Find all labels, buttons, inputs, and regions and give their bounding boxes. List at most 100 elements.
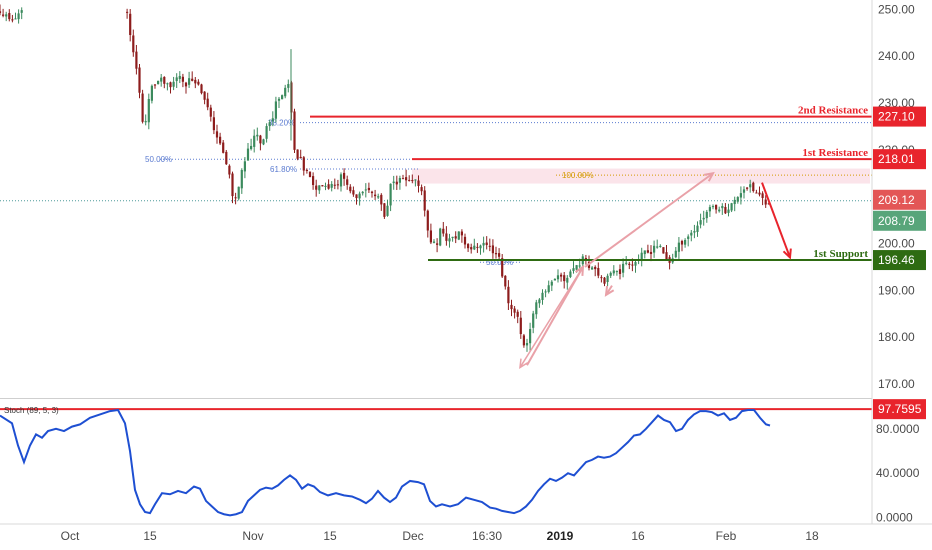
candle-body	[761, 193, 764, 198]
candle-body	[618, 269, 622, 274]
fib-retracement-zone	[412, 168, 870, 184]
candle-body	[367, 187, 370, 191]
candle-body	[281, 95, 284, 100]
candle-body	[659, 245, 662, 247]
candle-body	[739, 193, 742, 198]
x-tick-label: Oct	[61, 529, 80, 543]
candle-body	[246, 148, 250, 161]
fib-label: 100.00%	[562, 171, 594, 180]
candle-body	[460, 231, 463, 236]
candle-body	[423, 190, 426, 211]
price-tag-label: 97.7595	[878, 402, 922, 416]
candle-body	[525, 343, 529, 346]
horizontal-levels: 2nd Resistance 1st Resistance 1st Support	[310, 105, 872, 262]
candle-body	[150, 85, 153, 101]
candle-body	[175, 77, 178, 82]
x-tick-label: 15	[143, 529, 157, 543]
candle-body	[615, 271, 618, 273]
candle-body	[578, 265, 581, 267]
candle-body	[721, 206, 724, 209]
x-tick-label: Feb	[716, 529, 737, 543]
price-panel[interactable]: 38.20% 50.00% 61.80% 100.00% 50.00% 2nd Resi…	[0, 4, 872, 370]
candle-body	[476, 246, 479, 248]
candle-body	[727, 209, 730, 213]
x-axis-ticks: Oct 15 Nov 15 Dec 16:30 2019 16 Feb 18	[61, 529, 819, 543]
candle-body	[550, 281, 553, 286]
candle-body	[597, 268, 600, 276]
candle-body	[575, 265, 578, 270]
candle-body	[126, 11, 129, 13]
candle-body	[439, 228, 442, 246]
candle-body	[640, 252, 643, 261]
candle-body	[318, 185, 321, 191]
candle-body	[730, 203, 733, 211]
price-tag	[873, 106, 926, 127]
stoch-y-tick-label: 40.0000	[876, 466, 920, 480]
stoch-title: Stoch (89, 5, 3)	[4, 406, 59, 415]
fib-label: 38.20%	[268, 119, 295, 128]
candle-body	[705, 211, 708, 219]
x-tick-label: Nov	[242, 529, 263, 543]
price-tag-label: 208.79	[878, 214, 915, 228]
candle-body	[498, 253, 501, 257]
candle-body	[634, 262, 637, 266]
candle-body	[302, 157, 305, 171]
stoch-y-axis-ticks: 80.0000 40.0000 0.0000	[876, 422, 920, 525]
candle-body	[191, 78, 194, 81]
candle-body	[656, 246, 659, 248]
candle-body	[299, 156, 302, 159]
candle-body	[541, 292, 544, 301]
candle-body	[491, 245, 494, 254]
candle-body	[243, 161, 246, 172]
candle-body	[327, 184, 330, 189]
y-tick-label: 180.00	[878, 330, 915, 344]
y-tick-label: 230.00	[878, 96, 915, 110]
candle-body	[742, 189, 746, 193]
x-tick-label: 16	[631, 529, 645, 543]
candle-body	[687, 236, 690, 239]
candle-body	[451, 236, 454, 238]
candle-body	[389, 183, 392, 206]
candle-body	[188, 78, 191, 85]
candle-body	[649, 251, 653, 255]
candle-body	[442, 228, 445, 234]
candle-body	[321, 185, 324, 187]
candle-body	[467, 244, 470, 249]
price-scale[interactable]: 250.00240.00230.00220.00210.00200.00190.…	[871, 0, 926, 525]
candle-body	[677, 242, 680, 252]
candle-body	[529, 329, 532, 344]
candle-body	[265, 126, 268, 139]
candle-body	[680, 241, 684, 245]
candle-body	[448, 238, 451, 242]
candle-body	[209, 107, 212, 117]
candle-body	[135, 51, 138, 69]
candle-body	[501, 258, 504, 277]
candle-body	[631, 264, 634, 266]
stoch-y-tick-label: 0.0000	[876, 511, 913, 525]
candle-body	[600, 277, 603, 279]
stochastic-panel[interactable]: Stoch (89, 5, 3)	[0, 406, 872, 517]
candle-body	[339, 174, 343, 187]
candle-body	[510, 304, 513, 310]
candle-body	[0, 11, 2, 14]
candle-body	[287, 84, 290, 88]
candle-body	[646, 250, 649, 253]
candle-body	[715, 204, 718, 210]
candle-body	[547, 285, 550, 292]
candle-body	[349, 186, 352, 192]
candle-body	[181, 76, 184, 82]
candle-body	[405, 177, 408, 181]
time-scale[interactable]: Oct 15 Nov 15 Dec 16:30 2019 16 Feb 18	[0, 523, 932, 543]
candle-body	[330, 183, 333, 188]
candle-body	[628, 263, 631, 265]
candle-body	[392, 181, 395, 184]
candle-body	[343, 172, 346, 179]
price-tag	[873, 149, 926, 170]
candle-body	[563, 275, 566, 282]
candle-body	[395, 181, 398, 185]
candle-body	[324, 185, 327, 187]
candle-body	[268, 122, 271, 127]
candle-body	[5, 14, 8, 17]
candle-body	[333, 184, 336, 186]
candle-body	[411, 180, 414, 182]
